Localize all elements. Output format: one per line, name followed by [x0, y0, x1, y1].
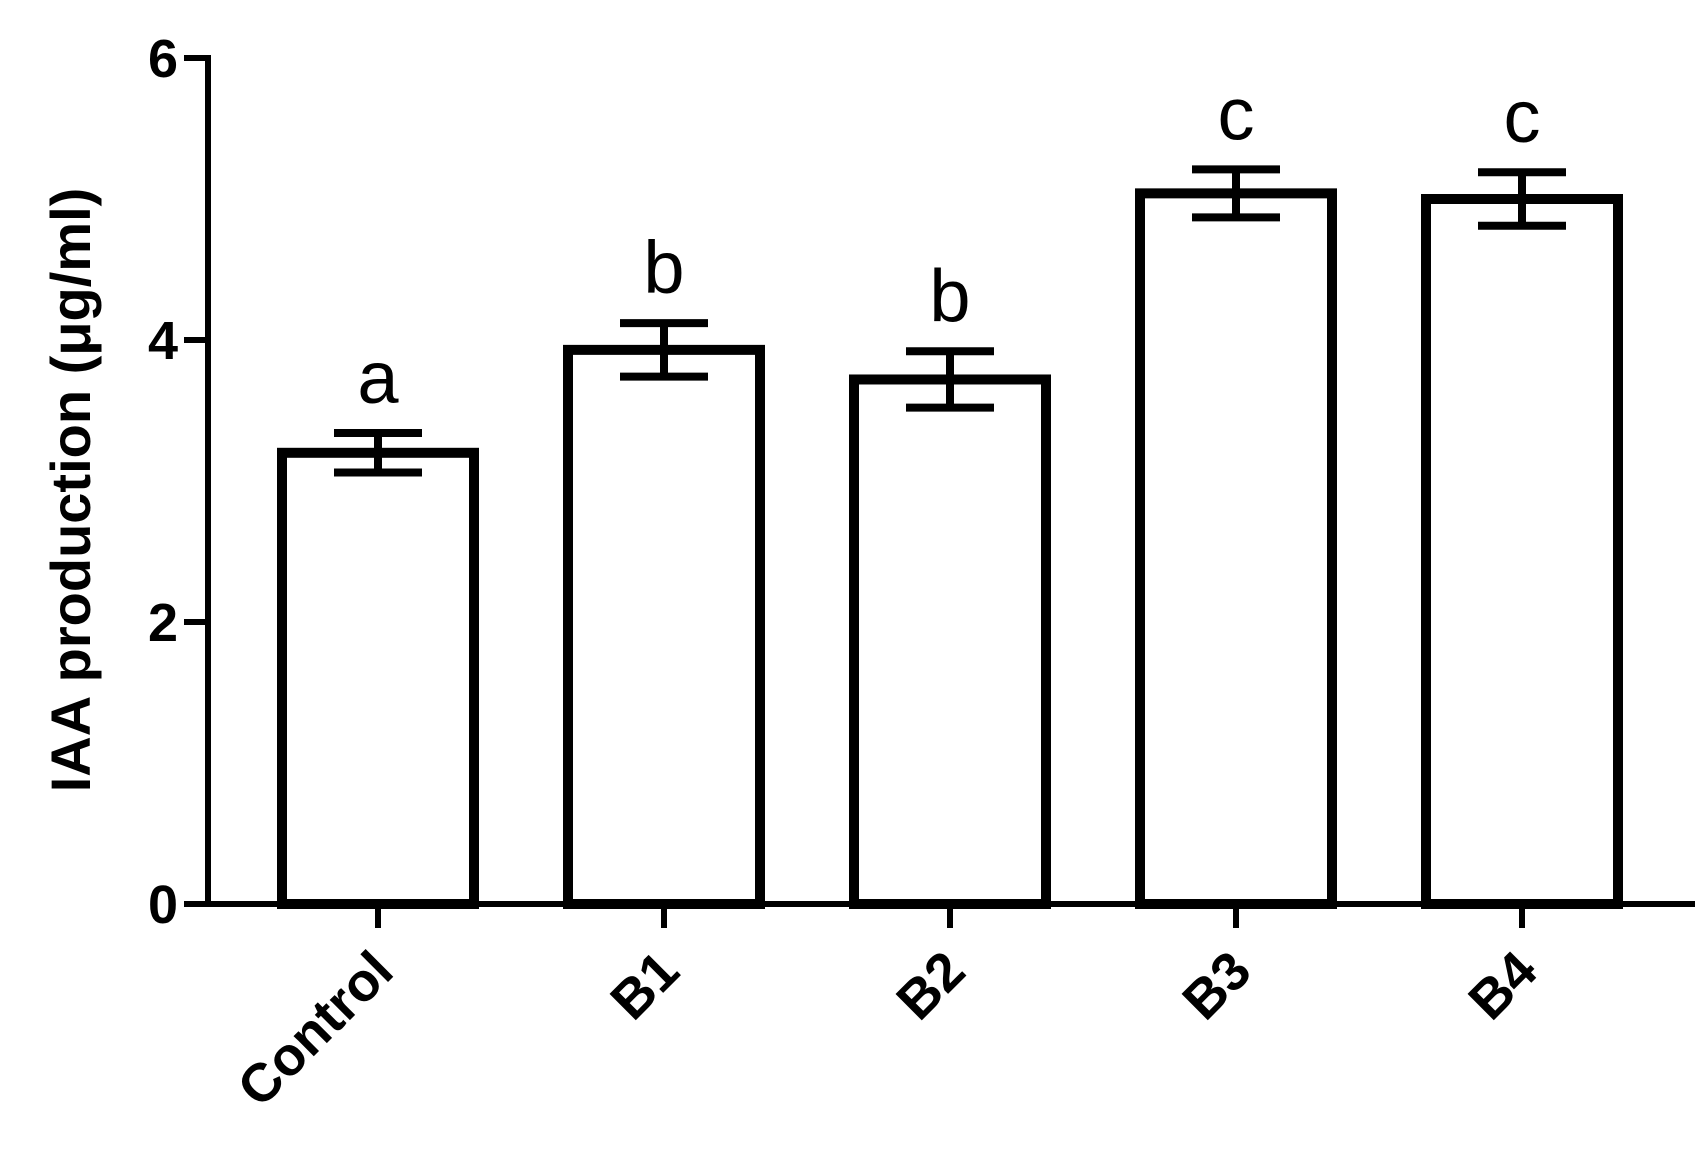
significance-letter: b — [643, 226, 684, 309]
significance-letters: a b b c c — [357, 72, 1540, 419]
significance-letter: a — [357, 336, 399, 419]
y-tick-label: 0 — [148, 875, 178, 935]
bar-control — [277, 447, 479, 909]
bar-b1 — [563, 344, 765, 909]
significance-letter: c — [1504, 75, 1541, 158]
x-category-label: Control — [226, 940, 404, 1118]
x-axis-ticks: Control B1 B2 B3 B4 — [226, 904, 1548, 1118]
y-tick-label: 6 — [148, 29, 178, 89]
significance-letter: b — [929, 254, 970, 337]
y-axis-title: IAA production (μg/ml) — [39, 188, 102, 793]
y-tick-label: 4 — [148, 311, 178, 371]
bar-b4 — [1421, 194, 1623, 909]
y-tick-label: 2 — [148, 593, 178, 653]
y-axis-ticks: 0 2 4 6 — [148, 29, 208, 935]
x-category-label: B2 — [885, 940, 976, 1031]
bar-b2 — [849, 374, 1051, 910]
x-category-label: B1 — [599, 940, 690, 1031]
error-bars — [334, 165, 1566, 477]
significance-letter: c — [1218, 72, 1255, 155]
x-category-label: B3 — [1171, 940, 1262, 1031]
bar-b3 — [1135, 188, 1337, 910]
x-category-label: B4 — [1457, 940, 1548, 1031]
